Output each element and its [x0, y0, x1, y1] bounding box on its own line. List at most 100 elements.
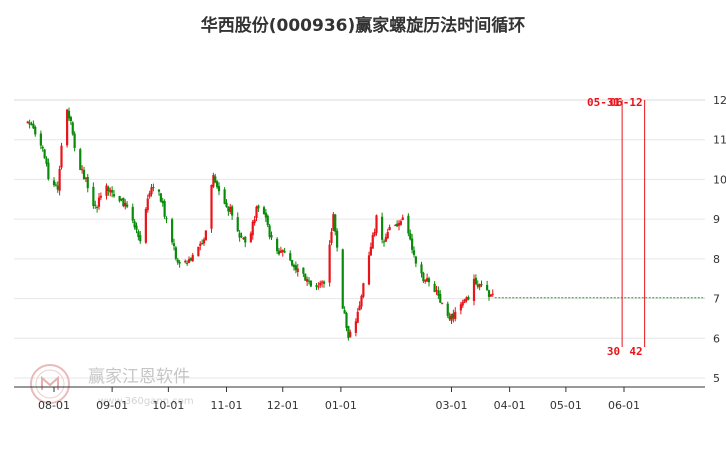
- candle-body: [161, 200, 164, 204]
- candle-body: [229, 206, 232, 212]
- candle-body: [32, 123, 35, 129]
- candle-body: [60, 145, 63, 168]
- candle-body: [330, 231, 333, 243]
- candle-body: [422, 272, 425, 282]
- candle-body: [26, 121, 29, 124]
- candle-body: [217, 186, 221, 192]
- candle-body: [120, 198, 123, 200]
- watermark: 赢家江恩软件 www.360gann.com: [30, 364, 194, 407]
- candle-body: [336, 230, 339, 248]
- candle-body: [111, 190, 114, 193]
- cycle-marker-count: 42: [629, 345, 642, 358]
- candle-body: [238, 232, 241, 238]
- candle-body: [315, 285, 318, 287]
- candle-body: [317, 286, 320, 288]
- candle-body: [28, 122, 31, 125]
- candle-body: [397, 222, 401, 226]
- candle-body: [291, 260, 294, 266]
- candle-body: [354, 321, 357, 333]
- candle-body: [236, 217, 239, 232]
- candle-body: [281, 249, 284, 252]
- candle-body: [172, 243, 176, 247]
- candle-body: [253, 219, 256, 224]
- candle-body: [262, 207, 266, 215]
- candle-body: [386, 232, 389, 239]
- candle-body: [264, 212, 267, 218]
- x-tick-label: 06-01: [608, 399, 640, 412]
- candle-body: [184, 260, 187, 263]
- candle-body: [212, 174, 215, 187]
- candle-body: [414, 256, 417, 264]
- candle-body: [202, 239, 206, 244]
- candle-body: [197, 246, 200, 257]
- candle-body: [189, 258, 192, 261]
- candle-body: [476, 284, 479, 287]
- candle-body: [360, 295, 363, 307]
- grid-layer: [14, 99, 705, 379]
- candle-body: [225, 202, 228, 207]
- x-tick-label: 04-01: [494, 399, 526, 412]
- watermark-seal-icon: [30, 364, 70, 404]
- candle-body: [240, 235, 243, 237]
- candle-body: [489, 294, 492, 297]
- candle-body: [231, 206, 234, 216]
- candle-body: [424, 280, 427, 282]
- candle-body: [58, 168, 61, 191]
- candle-body: [71, 122, 74, 135]
- candle-body: [491, 293, 494, 295]
- candle-body: [191, 254, 194, 262]
- candle-body: [412, 250, 416, 255]
- watermark-name: 赢家江恩软件: [88, 367, 190, 387]
- candle-body: [56, 185, 59, 190]
- candle-body: [322, 281, 326, 284]
- candle-body: [92, 186, 95, 207]
- candle-body: [480, 284, 483, 286]
- candle-body: [289, 253, 292, 261]
- candle-body: [341, 249, 344, 309]
- candle-body: [307, 280, 311, 282]
- candle-body: [41, 146, 44, 149]
- candle-body: [384, 236, 387, 242]
- cycle-marker-count: 30: [607, 345, 620, 358]
- candle-body: [334, 214, 337, 232]
- candle-body: [150, 187, 153, 195]
- candle-body: [407, 215, 410, 234]
- axis-layer: 12 11 10 9 8 7 6 5 08-01 09-01 10-01 11-01 12-01 01-0…: [14, 94, 726, 412]
- candle-body: [435, 290, 438, 292]
- candle-body: [478, 283, 481, 288]
- candle-body: [66, 109, 69, 146]
- candle-body: [84, 177, 87, 179]
- candle-body: [157, 189, 161, 192]
- candle-body: [112, 194, 116, 197]
- candle-body: [139, 235, 142, 242]
- candle-body: [81, 169, 84, 171]
- candle-body: [163, 201, 166, 217]
- cycle-marker-date: 06-12: [610, 96, 643, 109]
- candle-body: [186, 262, 189, 264]
- candle-body: [362, 283, 365, 297]
- candle-body: [277, 250, 281, 255]
- candle-body: [96, 206, 99, 209]
- candle-body: [465, 297, 468, 301]
- candle-body: [257, 205, 260, 209]
- candle-body: [486, 284, 489, 291]
- candle-body: [39, 133, 42, 146]
- candle-body: [199, 243, 202, 246]
- candle-body: [126, 204, 129, 207]
- x-tick-label: 08-01: [38, 399, 70, 412]
- candle-body: [73, 133, 76, 149]
- candle-body: [171, 219, 174, 243]
- candle-body: [146, 198, 149, 211]
- x-tick-label: 12-01: [267, 399, 299, 412]
- candle-body: [304, 273, 307, 281]
- candle-body: [294, 265, 297, 271]
- candle-body: [292, 265, 296, 268]
- candle-body: [122, 197, 125, 207]
- y-tick-label: 6: [713, 332, 720, 345]
- candle-body: [144, 209, 147, 243]
- candle-body: [276, 238, 279, 252]
- candle-body: [216, 181, 219, 188]
- candle-body: [148, 193, 151, 197]
